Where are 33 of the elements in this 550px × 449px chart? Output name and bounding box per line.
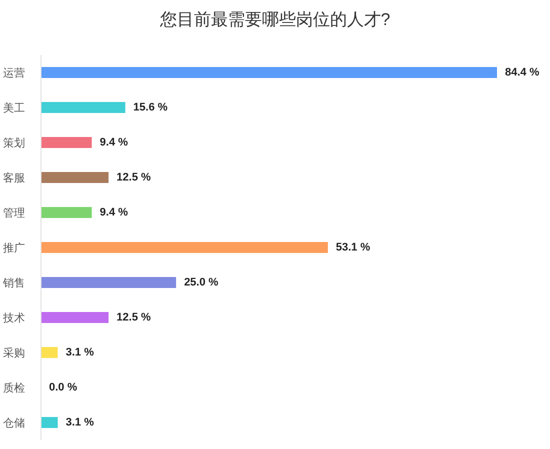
y-tick-label: 质检 (3, 381, 25, 394)
bar (41, 312, 109, 323)
bar (41, 347, 58, 358)
y-tick-label: 采购 (3, 346, 25, 360)
y-tick-label: 运营 (3, 66, 25, 80)
data-label: 0.0 % (49, 382, 78, 394)
y-tick-label: 技术 (2, 311, 25, 324)
data-label: 12.5 % (116, 172, 151, 184)
data-label: 25.0 % (184, 276, 219, 288)
bar (41, 137, 92, 148)
data-label: 53.1 % (336, 242, 370, 254)
bar (41, 277, 176, 288)
y-tick-label: 销售 (2, 277, 25, 290)
bar (41, 417, 58, 428)
data-label: 9.4 % (100, 206, 128, 218)
data-label: 3.1 % (66, 416, 94, 428)
y-tick-label: 推广 (3, 241, 25, 254)
bar (41, 67, 497, 78)
y-tick-label: 策划 (3, 136, 25, 150)
data-label: 15.6 % (133, 102, 168, 114)
y-tick-label: 管理 (3, 207, 25, 220)
chart-title: 您目前最需要哪些岗位的人才? (158, 9, 392, 31)
bar (41, 172, 109, 183)
data-label: 9.4 % (100, 136, 128, 148)
bar (41, 102, 126, 113)
bar (41, 242, 328, 253)
y-tick-label: 仓储 (3, 417, 25, 430)
data-label: 84.4 % (505, 66, 540, 78)
bar (41, 207, 92, 218)
data-label: 12.5 % (116, 312, 151, 324)
y-tick-label: 客服 (3, 171, 25, 184)
data-label: 3.1 % (66, 346, 94, 358)
y-tick-label: 美工 (3, 101, 25, 114)
